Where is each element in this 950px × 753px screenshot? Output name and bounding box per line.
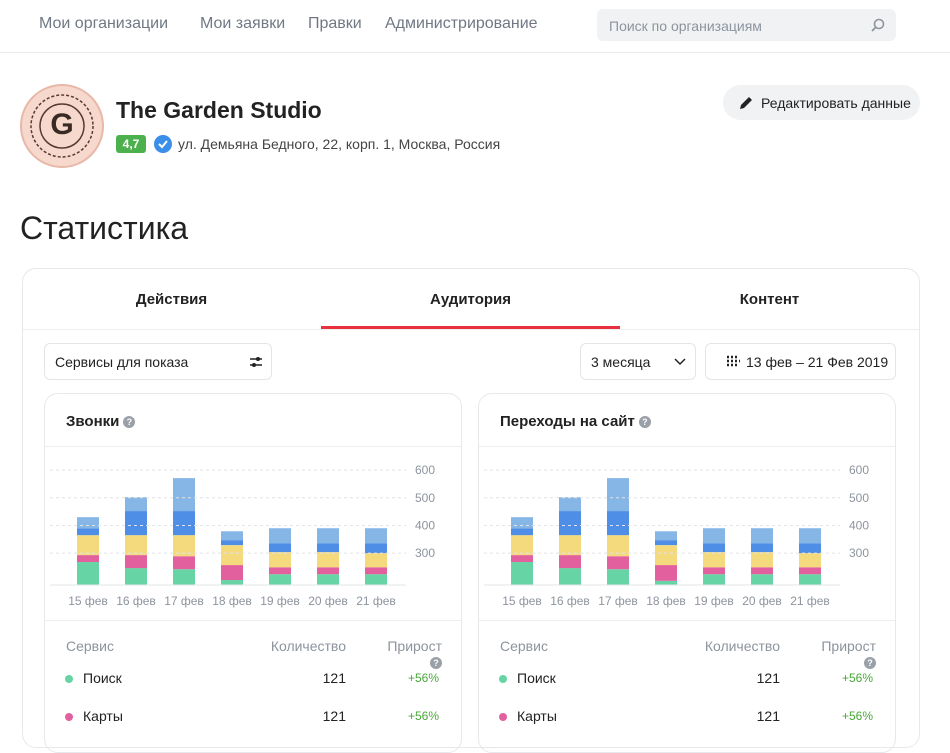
column-header: Количество [270,638,346,654]
help-icon[interactable]: ? [123,416,136,428]
org-name: The Garden Studio [116,97,322,123]
sliders-icon [250,357,262,367]
search-icon [871,18,885,32]
nav-link[interactable]: Мои организации [39,15,169,32]
column-header: Прирост [821,638,876,654]
tab[interactable]: Действия [135,291,208,308]
tab[interactable]: Контент [739,291,800,308]
nav-link[interactable]: Правки [308,15,362,32]
org-address: ул. Демьяна Бедного, 22, корп. 1, Москва… [178,136,501,152]
chart-title: Переходы на сайт? [500,413,651,430]
service-dot [499,675,507,683]
nav-link[interactable]: Администрирование [385,15,538,32]
chart-title: Звонки? [66,413,136,430]
service-name: Карты [517,708,557,724]
chart-title-text: Звонки [66,413,120,430]
growth: +56% [841,671,873,685]
service-dot [65,675,73,683]
search-placeholder: Поиск по организациям [609,18,762,34]
growth: +56% [841,709,873,723]
column-header: Сервис [66,638,114,654]
date-range-label: 13 фев – 21 Фев 2019 [746,354,889,370]
tab-indicator [321,326,620,329]
card-divider [479,446,895,447]
growth: +56% [407,709,439,723]
edit-button[interactable]: Редактировать данные [723,85,920,120]
column-header: Количество [704,638,780,654]
service-dot [65,713,73,721]
nav-divider [0,52,950,53]
service-name: Поиск [517,670,556,686]
service-dot [499,713,507,721]
chart-card [44,393,462,753]
verified-icon [154,135,172,153]
org-logo: G [20,84,104,168]
calendar-icon [727,355,740,367]
card-divider [45,446,461,447]
period-label: 3 месяца [591,354,651,370]
column-header: Прирост [387,638,442,654]
logo-ring [30,94,94,158]
tab[interactable]: Аудитория [430,291,511,308]
column-header-wrap: Прирост? [362,638,442,670]
rating-badge: 4,7 [116,135,146,153]
logo-letter: G [50,108,74,141]
chart-title-text: Переходы на сайт [500,413,635,430]
column-header-wrap: Прирост? [796,638,876,670]
count: 121 [756,670,780,686]
column-header: Сервис [500,638,548,654]
period-select[interactable]: 3 месяца [580,343,696,380]
service-name: Карты [83,708,123,724]
service-name: Поиск [83,670,122,686]
services-label: Сервисы для показа [55,354,189,370]
pencil-icon [740,97,752,109]
card-divider [45,620,461,621]
chart-card [478,393,896,753]
help-icon[interactable]: ? [864,657,876,669]
count: 121 [322,670,346,686]
tab-divider [23,329,919,330]
help-icon[interactable]: ? [430,657,442,669]
nav-link[interactable]: Мои заявки [200,15,286,32]
date-range[interactable]: 13 фев – 21 Фев 2019 [705,343,896,380]
services-select[interactable]: Сервисы для показа [44,343,272,380]
growth: +56% [407,671,439,685]
search-input[interactable]: Поиск по организациям [597,9,896,41]
count: 121 [322,708,346,724]
edit-button-label: Редактировать данные [761,95,911,111]
chevron-icon [674,358,686,366]
page-title: Статистика [20,210,189,246]
count: 121 [756,708,780,724]
help-icon[interactable]: ? [638,416,651,428]
card-divider [479,620,895,621]
